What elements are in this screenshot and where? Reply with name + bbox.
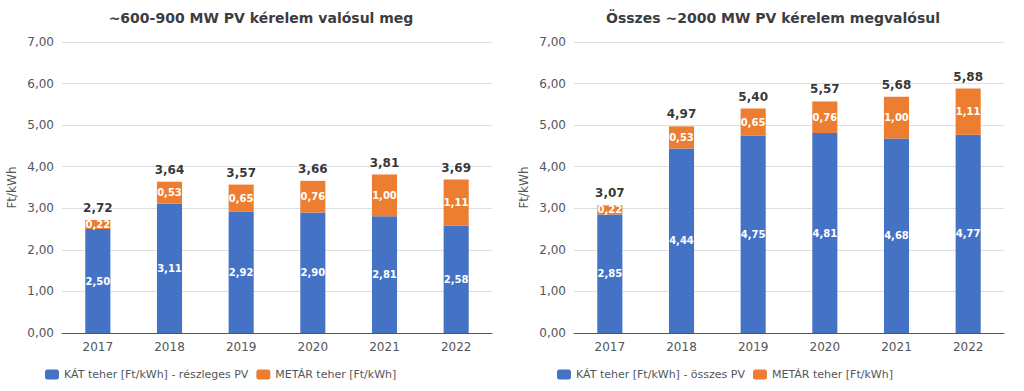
svg-text:0,65: 0,65	[741, 117, 766, 128]
svg-text:0,22: 0,22	[85, 219, 110, 230]
svg-text:2018: 2018	[154, 340, 185, 354]
svg-text:2,00: 2,00	[27, 243, 54, 257]
svg-text:3,81: 3,81	[370, 156, 400, 170]
svg-text:METÁR teher [Ft/kWh]: METÁR teher [Ft/kWh]	[772, 368, 893, 381]
svg-text:2,92: 2,92	[229, 267, 254, 278]
svg-text:2,50: 2,50	[85, 276, 110, 287]
svg-text:1,11: 1,11	[444, 197, 469, 208]
svg-text:7,00: 7,00	[27, 35, 54, 49]
svg-text:2,81: 2,81	[372, 269, 397, 280]
svg-text:3,00: 3,00	[539, 201, 566, 215]
svg-text:KÁT teher [Ft/kWh] - részleges: KÁT teher [Ft/kWh] - részleges PV	[64, 368, 249, 381]
svg-text:3,00: 3,00	[27, 201, 54, 215]
svg-text:5,57: 5,57	[810, 82, 840, 96]
svg-text:1,00: 1,00	[372, 190, 397, 201]
svg-text:2020: 2020	[810, 340, 841, 354]
svg-text:1,00: 1,00	[884, 112, 909, 123]
svg-text:2022: 2022	[441, 340, 472, 354]
svg-text:5,88: 5,88	[953, 70, 983, 84]
svg-text:2021: 2021	[881, 340, 912, 354]
svg-text:3,69: 3,69	[441, 161, 471, 175]
svg-text:KÁT teher [Ft/kWh] - összes PV: KÁT teher [Ft/kWh] - összes PV	[576, 368, 745, 381]
svg-text:3,64: 3,64	[155, 163, 185, 177]
svg-text:2018: 2018	[666, 340, 697, 354]
svg-text:4,00: 4,00	[539, 160, 566, 174]
svg-text:7,00: 7,00	[539, 35, 566, 49]
svg-text:0,53: 0,53	[669, 132, 694, 143]
svg-text:2022: 2022	[953, 340, 984, 354]
svg-text:1,00: 1,00	[539, 284, 566, 298]
svg-text:5,68: 5,68	[882, 78, 912, 92]
svg-text:0,53: 0,53	[157, 187, 182, 198]
svg-text:3,11: 3,11	[157, 263, 182, 274]
svg-text:Ft/kWh: Ft/kWh	[517, 166, 531, 208]
svg-text:4,97: 4,97	[667, 107, 697, 121]
svg-text:3,07: 3,07	[595, 186, 625, 200]
svg-text:5,00: 5,00	[539, 118, 566, 132]
svg-text:METÁR teher [Ft/kWh]: METÁR teher [Ft/kWh]	[275, 368, 396, 381]
svg-text:5,40: 5,40	[738, 90, 768, 104]
svg-text:4,75: 4,75	[741, 229, 766, 240]
svg-text:6,00: 6,00	[539, 77, 566, 91]
svg-text:0,76: 0,76	[812, 112, 837, 123]
svg-text:0,65: 0,65	[229, 193, 254, 204]
svg-text:2019: 2019	[226, 340, 257, 354]
svg-text:2,90: 2,90	[300, 267, 325, 278]
svg-text:4,77: 4,77	[956, 228, 981, 239]
svg-text:~600-900 MW PV kérelem valósul: ~600-900 MW PV kérelem valósul meg	[109, 10, 414, 26]
svg-text:2,00: 2,00	[539, 243, 566, 257]
svg-text:1,00: 1,00	[27, 284, 54, 298]
svg-text:2,58: 2,58	[444, 274, 469, 285]
svg-text:2,72: 2,72	[83, 201, 113, 215]
svg-text:3,66: 3,66	[298, 162, 328, 176]
svg-text:0,76: 0,76	[300, 191, 325, 202]
svg-text:4,68: 4,68	[884, 230, 909, 241]
svg-text:1,11: 1,11	[956, 106, 981, 117]
svg-text:2,85: 2,85	[597, 268, 622, 279]
svg-text:Ft/kWh: Ft/kWh	[5, 166, 19, 208]
svg-text:4,00: 4,00	[27, 160, 54, 174]
svg-text:2020: 2020	[298, 340, 329, 354]
svg-text:4,81: 4,81	[812, 228, 837, 239]
svg-text:2019: 2019	[738, 340, 769, 354]
svg-text:4,44: 4,44	[669, 235, 694, 246]
svg-text:5,00: 5,00	[27, 118, 54, 132]
svg-text:0,22: 0,22	[597, 204, 622, 215]
svg-text:3,57: 3,57	[226, 166, 256, 180]
svg-text:0,00: 0,00	[539, 326, 566, 340]
svg-text:0,00: 0,00	[27, 326, 54, 340]
svg-text:2017: 2017	[595, 340, 626, 354]
svg-text:2021: 2021	[369, 340, 400, 354]
svg-text:6,00: 6,00	[27, 77, 54, 91]
svg-text:Összes ~2000 MW PV kérelem meg: Összes ~2000 MW PV kérelem megvalósul	[606, 9, 940, 26]
svg-text:2017: 2017	[83, 340, 114, 354]
